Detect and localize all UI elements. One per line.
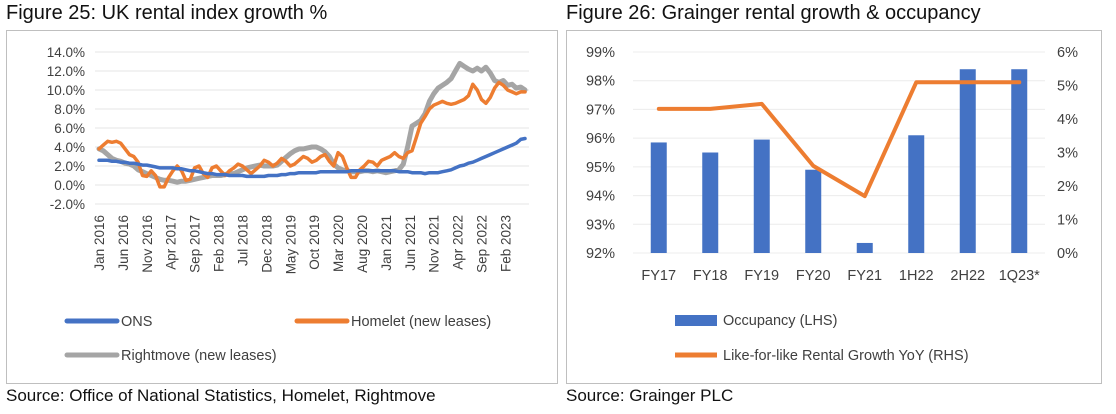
x-tick-label: Feb 2018 bbox=[212, 215, 227, 272]
x-category-label: FY20 bbox=[796, 268, 831, 284]
y-left-tick-label: 93% bbox=[586, 217, 615, 233]
right-chart-panel: 92% 93% 94% 95% 96% 97% 98% 99% 0% 1% 2% 3% 4% 5% 6% FY… bbox=[566, 30, 1102, 384]
y-left-tick-label: 92% bbox=[586, 246, 615, 262]
occupancy-bar bbox=[702, 152, 719, 253]
x-tick-label: Jul 2018 bbox=[235, 215, 250, 266]
y-tick-label: 2.0% bbox=[54, 159, 85, 174]
y-tick-label: 0.0% bbox=[54, 178, 85, 193]
x-tick-label: Dec 2018 bbox=[259, 215, 274, 273]
y-left-tick-label: 95% bbox=[586, 160, 615, 176]
x-tick-label: Feb 2023 bbox=[498, 215, 513, 272]
legend-homelet-label: Homelet (new leases) bbox=[351, 314, 491, 330]
right-figure-title: Figure 26: Grainger rental growth & occu… bbox=[566, 2, 981, 24]
x-tick-label: Aug 2020 bbox=[355, 215, 370, 273]
x-category-label: 1Q23* bbox=[999, 268, 1040, 284]
y-tick-label: 8.0% bbox=[54, 102, 85, 117]
left-figure-title: Figure 25: UK rental index growth % bbox=[6, 2, 328, 24]
rental-growth-line bbox=[656, 80, 1022, 199]
y-tick-label: 6.0% bbox=[54, 121, 85, 136]
x-tick-label: Apr 2022 bbox=[451, 215, 466, 270]
occupancy-bar bbox=[856, 242, 873, 253]
y-tick-label: -2.0% bbox=[50, 197, 85, 212]
y-right-tick-label: 1% bbox=[1057, 213, 1078, 229]
x-tick-label: May 2019 bbox=[283, 215, 298, 274]
right-source-note: Source: Grainger PLC bbox=[566, 386, 734, 405]
x-tick-label: Apr 2017 bbox=[164, 215, 179, 270]
x-category-label: FY19 bbox=[744, 268, 779, 284]
x-category-label: FY18 bbox=[693, 268, 728, 284]
x-tick-label: Oct 2019 bbox=[307, 215, 322, 270]
y-right-tick-label: 0% bbox=[1057, 246, 1078, 262]
occupancy-bar bbox=[959, 69, 976, 253]
y-right-tick-label: 6% bbox=[1057, 45, 1078, 61]
x-tick-label: Jan 2016 bbox=[92, 215, 107, 271]
legend-occupancy-swatch bbox=[675, 315, 717, 326]
x-category-label: FY21 bbox=[847, 268, 882, 284]
legend-occupancy-label: Occupancy (LHS) bbox=[723, 313, 837, 329]
occupancy-bar bbox=[650, 142, 667, 253]
y-tick-label: 12.0% bbox=[47, 64, 85, 79]
uk-rental-index-chart: -2.0% 0.0% 2.0% 4.0% 6.0% 8.0% 10.0% 12.0% 14.0%… bbox=[47, 45, 529, 364]
x-tick-label: Sep 2017 bbox=[188, 215, 203, 273]
occupancy-bar bbox=[908, 135, 925, 253]
x-category-label: FY17 bbox=[641, 268, 676, 284]
x-tick-label: Sep 2022 bbox=[475, 215, 490, 273]
y-tick-label: 10.0% bbox=[47, 83, 85, 98]
y-tick-label: 4.0% bbox=[54, 140, 85, 155]
x-tick-label: Mar 2020 bbox=[331, 215, 346, 272]
x-tick-label: Nov 2016 bbox=[140, 215, 155, 273]
occupancy-bar bbox=[753, 139, 770, 253]
x-tick-label: Jun 2016 bbox=[116, 215, 131, 271]
y-right-tick-label: 5% bbox=[1057, 79, 1078, 95]
y-right-tick-label: 3% bbox=[1057, 146, 1078, 162]
grainger-rental-occupancy-chart: 92% 93% 94% 95% 96% 97% 98% 99% 0% 1% 2% 3% 4% 5% 6% FY… bbox=[586, 45, 1078, 364]
series-line-ons bbox=[97, 136, 527, 179]
y-left-tick-label: 99% bbox=[586, 45, 615, 61]
series-line-homelet bbox=[97, 80, 527, 189]
y-left-tick-label: 97% bbox=[586, 102, 615, 118]
series-line-rightmove bbox=[96, 60, 528, 185]
y-right-tick-label: 2% bbox=[1057, 179, 1078, 195]
y-right-tick-label: 4% bbox=[1057, 112, 1078, 128]
legend-rightmove-label: Rightmove (new leases) bbox=[121, 348, 277, 364]
x-tick-label: Jun 2021 bbox=[403, 215, 418, 271]
occupancy-bar bbox=[805, 169, 822, 253]
legend-rental-growth-label: Like-for-like Rental Growth YoY (RHS) bbox=[723, 348, 969, 364]
x-category-label: 1H22 bbox=[899, 268, 934, 284]
legend-ons-label: ONS bbox=[121, 314, 152, 330]
y-left-tick-label: 96% bbox=[586, 131, 615, 147]
x-tick-label: Nov 2021 bbox=[427, 215, 442, 273]
left-source-note: Source: Office of National Statistics, H… bbox=[6, 386, 436, 405]
x-tick-label: Jan 2021 bbox=[379, 215, 394, 271]
x-category-label: 2H22 bbox=[950, 268, 985, 284]
occupancy-bar bbox=[1011, 69, 1028, 253]
y-left-tick-label: 98% bbox=[586, 74, 615, 90]
y-tick-label: 14.0% bbox=[47, 45, 85, 60]
left-chart-panel: -2.0% 0.0% 2.0% 4.0% 6.0% 8.0% 10.0% 12.0% 14.0%… bbox=[6, 30, 558, 384]
y-left-tick-label: 94% bbox=[586, 189, 615, 205]
